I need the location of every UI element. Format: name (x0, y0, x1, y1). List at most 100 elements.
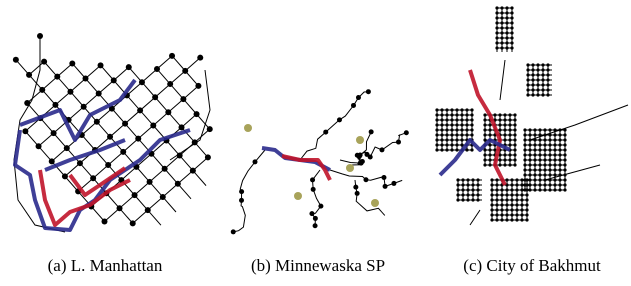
graph-node (152, 94, 158, 100)
graph-edge (84, 94, 99, 107)
marker (371, 199, 379, 207)
graph-node (120, 149, 126, 155)
graph-node (139, 79, 145, 85)
graph-node (147, 179, 153, 185)
graph-node (197, 55, 203, 61)
graph-node (105, 162, 111, 168)
graph-edge (106, 193, 119, 208)
graph-edge (55, 92, 70, 105)
graph-node (77, 160, 83, 166)
graph-node (130, 220, 136, 226)
graph-edge (86, 79, 99, 94)
graph-edge (99, 80, 114, 93)
graph-edge (170, 71, 185, 84)
graph-node (81, 104, 87, 110)
graph-node (160, 194, 166, 200)
graph-node (154, 66, 160, 72)
graph-edge (82, 135, 95, 150)
graph-edge (69, 107, 84, 120)
graph-node (169, 53, 175, 59)
graph-node (150, 122, 156, 128)
graph-node (96, 91, 102, 97)
graph-node (52, 102, 58, 108)
graph-node (137, 107, 143, 113)
graph-edge (183, 86, 198, 99)
route-red (282, 156, 330, 180)
graph-node (83, 76, 89, 82)
graph-node (167, 81, 173, 87)
graph-node (180, 96, 186, 102)
graph-node (175, 181, 181, 187)
page: (a) L. Manhattan (b) Minnewaska SP (c) C… (0, 0, 631, 286)
graph-node (107, 134, 113, 140)
graph-node (26, 72, 32, 78)
graph-edge (114, 67, 129, 80)
panel-bakhmut (435, 6, 628, 225)
graph-node (54, 74, 60, 80)
graph-edge (27, 90, 42, 103)
marker (294, 192, 302, 200)
graph-edge (70, 79, 85, 92)
graph-edge (340, 133, 406, 163)
graph-node (22, 128, 28, 134)
graph-node (64, 145, 70, 151)
graph-node (51, 130, 57, 136)
graph-edge (300, 92, 368, 160)
graph-edge (101, 65, 114, 80)
graph-node (145, 207, 151, 213)
marker (244, 124, 252, 132)
graph-node (117, 205, 123, 211)
graph-node (94, 119, 100, 125)
graph-node (135, 136, 141, 142)
graph-node (162, 166, 168, 172)
caption: (a) L. Manhattan (48, 256, 163, 275)
route-blue (45, 140, 125, 170)
caption: (b) Minnewaska SP (251, 256, 385, 275)
graph-node (98, 62, 104, 68)
graph-node (126, 64, 132, 70)
graph-edge (72, 63, 85, 78)
graph-node (165, 109, 171, 115)
caption: (c) City of Bakhmut (463, 256, 601, 275)
graph-node (69, 60, 75, 66)
graph-node (190, 168, 196, 174)
graph-node (24, 100, 30, 106)
marker (356, 136, 364, 144)
graph-node (122, 121, 128, 127)
graph-edge (233, 150, 265, 232)
graph-node (111, 77, 117, 83)
graph-edge (80, 163, 93, 178)
graph-edge (42, 77, 57, 90)
graph-node (49, 158, 55, 164)
graph-edge (86, 65, 101, 78)
graph-node (177, 153, 183, 159)
graph-node (404, 130, 409, 135)
route-red (40, 170, 130, 225)
graph-node (36, 143, 42, 149)
graph-node (90, 175, 96, 181)
graph-node (39, 87, 45, 93)
graph-edge (168, 99, 183, 112)
graph-node (179, 124, 185, 130)
graph-edge (142, 69, 157, 82)
graph-edge (182, 114, 197, 127)
graph-node (195, 83, 201, 89)
graph-node (41, 59, 47, 65)
graph-node (13, 57, 19, 63)
graph-node (37, 33, 43, 39)
graph-node (205, 154, 211, 160)
graph-node (101, 218, 107, 224)
graph-edge (355, 180, 385, 215)
graph-node (194, 111, 200, 117)
graph-edge (153, 112, 168, 125)
graph-node (62, 173, 68, 179)
figure: (a) L. Manhattan (b) Minnewaska SP (c) C… (0, 0, 631, 286)
graph-edge (155, 84, 170, 97)
graph-edge (91, 206, 104, 221)
graph-node (182, 68, 188, 74)
route-blue (20, 80, 135, 140)
graph-node (132, 192, 138, 198)
graph-edge (97, 122, 110, 137)
graph-node (207, 126, 213, 132)
graph-node (192, 139, 198, 145)
